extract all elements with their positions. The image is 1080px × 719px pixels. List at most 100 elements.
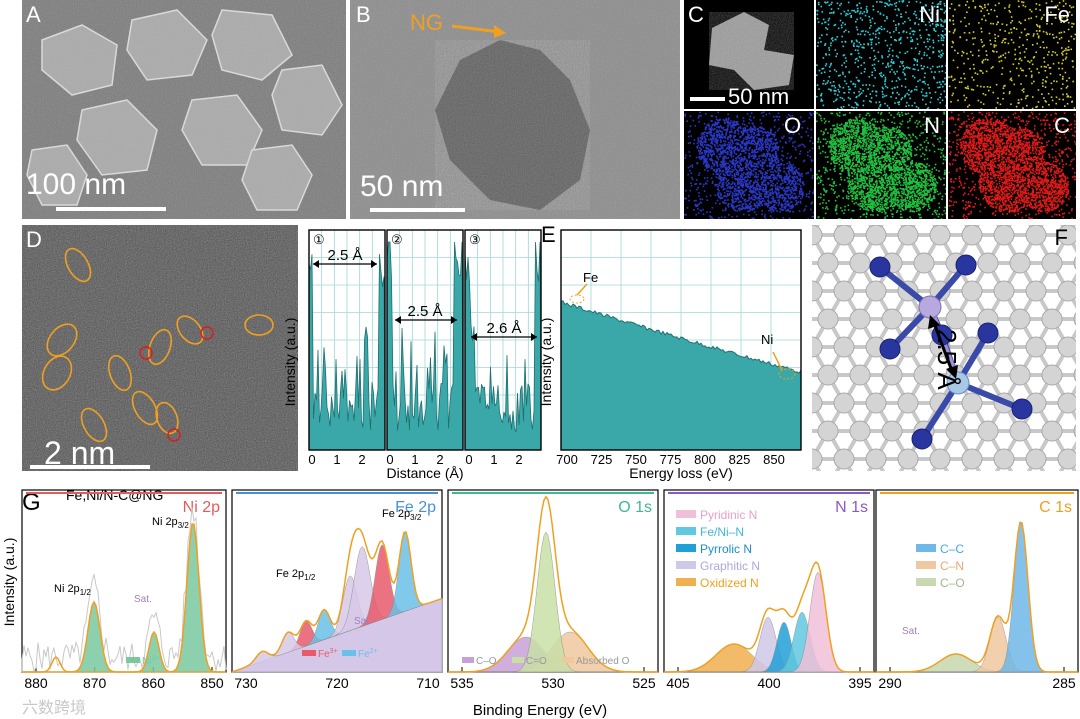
xps-title-fe: Fe 2p — [395, 499, 436, 516]
edx-map-n: N — [816, 111, 946, 219]
n-legend-0: Pyridinic N — [700, 508, 757, 522]
line-profile-ylabel: Intensity (a.u.) — [285, 318, 298, 407]
eels-fe-annotation: Fe — [583, 270, 598, 285]
n-legend-2: Pyrrolic N — [700, 542, 752, 556]
panel-b-scale-bar — [370, 208, 465, 212]
xps-panel-c: C 1s 290 285 — [875, 489, 1079, 691]
panel-b-tem-image: B NG 50 nm — [350, 0, 680, 219]
xps-tick-c-290: 290 — [878, 675, 902, 691]
panel-c-haadf-image: C 50 nm — [684, 0, 814, 109]
panel-f-atomic-model: F 2.5 Å — [812, 225, 1076, 471]
xps-tick-o-530: 530 — [541, 675, 565, 691]
edx-map-fe-label: Fe — [1044, 2, 1070, 27]
panel-c-label: C — [688, 2, 704, 27]
sample-name: Fe,Ni/N-C@NG — [66, 487, 163, 503]
fe-sat-label: Sat. — [354, 616, 372, 627]
lp1-tick-2: 2 — [358, 452, 365, 467]
edx-map-ni: Ni — [816, 0, 946, 109]
eels-tick-750: 750 — [625, 452, 647, 467]
xps-tick-fe-720: 720 — [325, 675, 349, 691]
panel-a-scale-bar — [56, 207, 166, 211]
edx-map-fe: Fe — [948, 0, 1076, 109]
edx-map-c-label: C — [1054, 113, 1070, 138]
watermark: 六数跨境 — [22, 698, 87, 717]
lp3-tick-1: 1 — [490, 452, 497, 467]
panel-d-stem-image: D 2 nm — [22, 225, 298, 471]
dimer-circles — [139, 326, 214, 442]
panel-e-label: E — [541, 222, 556, 247]
panel-f-label: F — [1054, 225, 1068, 250]
lp3-tick-0: 0 — [465, 452, 472, 467]
xps-tick-n-395: 395 — [848, 675, 872, 691]
n-legend-3: Graphitic N — [700, 559, 760, 573]
eels-tick-700: 700 — [556, 452, 578, 467]
eels-ylabel: Intensity (a.u.) — [538, 318, 554, 407]
line-profile-xlabel: Distance (Å) — [386, 465, 463, 481]
c-legend-1: C–N — [940, 559, 964, 573]
ng-annotation: NG — [410, 10, 443, 35]
xps-tick-fe-730: 730 — [234, 675, 258, 691]
eels-ni-annotation: Ni — [761, 332, 773, 347]
panel-a-scale-text: 100 nm — [26, 168, 127, 201]
eels-tick-775: 775 — [660, 452, 682, 467]
panel-g-label: G — [22, 489, 41, 516]
panel-f-distance: 2.5 Å — [932, 329, 962, 390]
fe-2p12-label: Fe 2p1/2 — [276, 568, 316, 582]
ni-2p32-label: Ni 2p3/2 — [152, 516, 189, 530]
ni-sat-label: Sat. — [134, 594, 152, 605]
xps-panel-fe: Fe 2p 730 720 710 — [231, 489, 443, 691]
ng-arrow-icon — [451, 24, 506, 38]
c-sat-label: Sat. — [902, 626, 920, 637]
tem-texture — [350, 0, 680, 219]
panel-b-label: B — [356, 2, 371, 27]
eels-tick-850: 850 — [763, 452, 785, 467]
xps-tick-ni-860: 860 — [142, 675, 166, 691]
xps-tick-ni-850: 850 — [200, 675, 224, 691]
eels-tick-725: 725 — [591, 452, 613, 467]
distance-3: 2.6 Å — [486, 320, 521, 337]
panel-c-scale-text: 50 nm — [728, 84, 790, 109]
c-legend-0: C–C — [940, 542, 964, 556]
panel-b-scale-text: 50 nm — [360, 170, 444, 203]
n-legend-1: Fe/Ni–N — [700, 525, 744, 539]
xps-tick-o-525: 525 — [632, 675, 656, 691]
lp3-tick-2: 2 — [515, 452, 522, 467]
lp1-tick-0: 0 — [308, 452, 315, 467]
edx-map-o-label: O — [784, 113, 802, 138]
panel-a-label: A — [26, 2, 41, 27]
edx-map-c: C — [948, 111, 1076, 219]
panel-d-scale-bar — [30, 465, 150, 469]
c-peaks: C–C C–N C–O Sat. — [876, 521, 1078, 673]
single-atom-ellipses — [41, 247, 274, 443]
o-legend-2: Absorbed O — [576, 656, 630, 667]
xps-title-n: N 1s — [835, 499, 868, 516]
marker-2: ② — [391, 232, 403, 247]
o-legend-1: C=O — [526, 656, 547, 667]
xps-ylabel: Intensity (a.u.) — [1, 538, 17, 627]
o-legend-0: C–O — [476, 656, 497, 667]
panel-g-xps-chart: G Fe,Ni/N-C@NG Intensity (a.u.) Binding … — [1, 487, 1079, 719]
xps-tick-fe-710: 710 — [416, 675, 440, 691]
eels-tick-825: 825 — [729, 452, 751, 467]
c-legend-2: C–O — [940, 576, 965, 590]
xps-tick-ni-880: 880 — [24, 675, 48, 691]
panel-c-scale-bar — [690, 97, 725, 101]
lp2-tick-0: 0 — [386, 452, 393, 467]
line-profile-chart: Intensity (a.u.) ① ② ③ 2.5 Å 2.5 Å 2.6 Å… — [285, 229, 542, 481]
eels-tick-800: 800 — [694, 452, 716, 467]
n-peaks: Pyridinic N Fe/Ni–N Pyrrolic N Graphitic N O… — [664, 508, 874, 673]
o-peaks: C–O C=O Absorbed O — [448, 495, 658, 673]
xps-title-o: O 1s — [618, 499, 652, 516]
eels-xlabel: Energy loss (eV) — [629, 465, 732, 481]
xps-tick-ni-870: 870 — [83, 675, 107, 691]
panel-d-label: D — [26, 227, 42, 252]
lp1-tick-1: 1 — [333, 452, 340, 467]
distance-1: 2.5 Å — [327, 247, 362, 264]
edx-map-ni-label: Ni — [919, 2, 940, 27]
xps-title-c: C 1s — [1039, 499, 1072, 516]
marker-3: ③ — [469, 232, 481, 247]
xps-tick-o-535: 535 — [450, 675, 474, 691]
panel-e-eels-chart: E Intensity (a.u.) 700 725 750 775 800 825 850… — [538, 222, 802, 481]
